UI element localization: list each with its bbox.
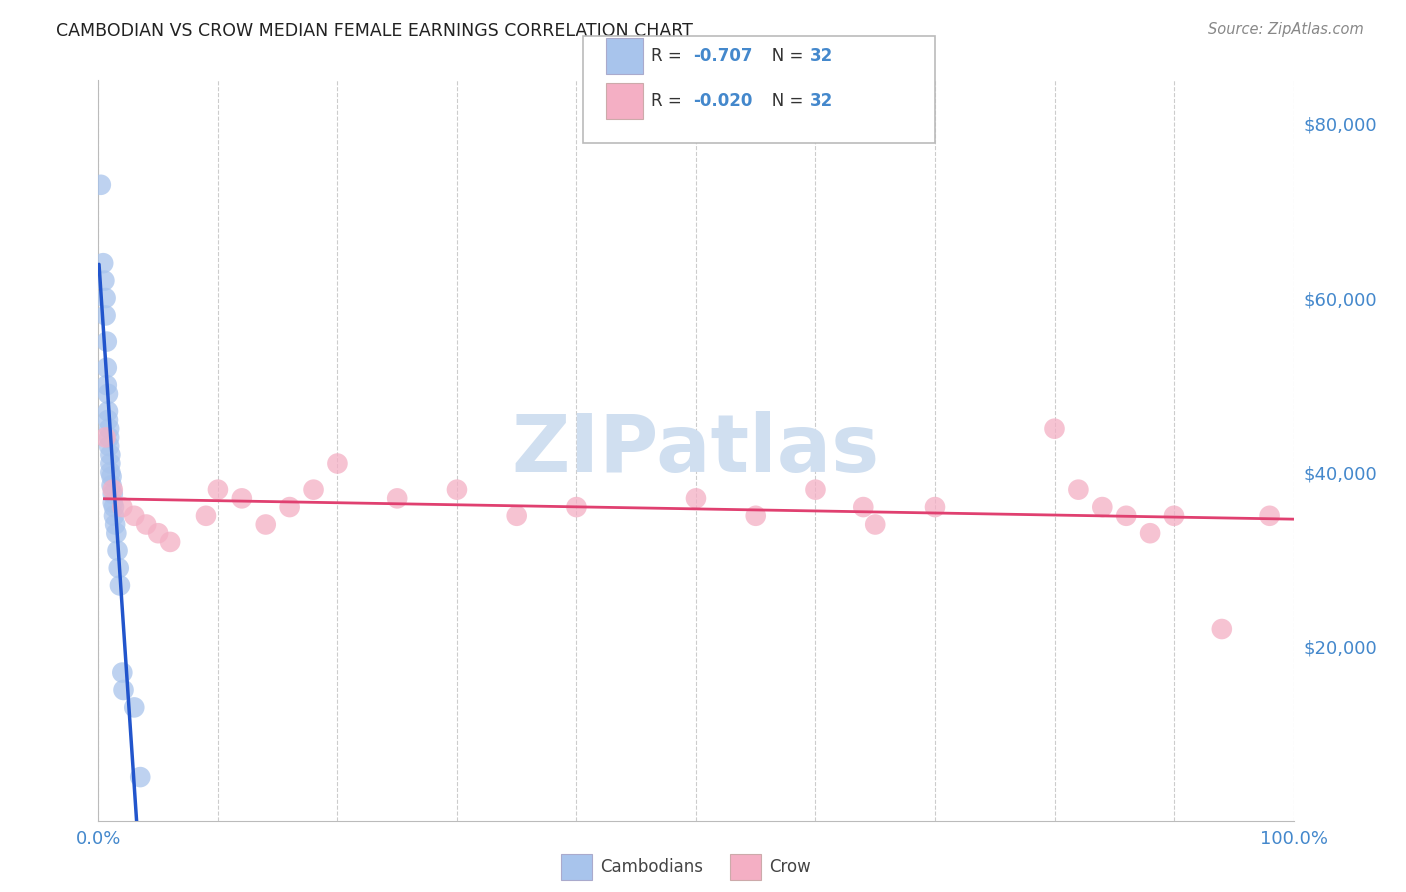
Point	[1115, 508, 1137, 523]
Point	[207, 483, 229, 497]
Text: Crow: Crow	[769, 858, 811, 876]
Point	[103, 508, 125, 523]
Point	[231, 491, 253, 506]
Text: N =: N =	[756, 47, 808, 65]
Text: ZIPatlas: ZIPatlas	[512, 411, 880, 490]
Point	[1091, 500, 1114, 514]
Point	[852, 500, 875, 514]
Point	[98, 430, 121, 444]
Point	[98, 448, 122, 462]
Point	[96, 334, 118, 349]
Point	[159, 535, 181, 549]
Point	[148, 526, 170, 541]
Text: -0.707: -0.707	[693, 47, 752, 65]
Point	[98, 465, 122, 479]
Point	[108, 578, 131, 592]
Point	[93, 274, 115, 288]
Point	[100, 478, 122, 492]
Point	[112, 683, 135, 698]
Point	[254, 517, 277, 532]
Text: CAMBODIAN VS CROW MEDIAN FEMALE EARNINGS CORRELATION CHART: CAMBODIAN VS CROW MEDIAN FEMALE EARNINGS…	[56, 22, 693, 40]
Point	[101, 483, 124, 497]
Point	[129, 770, 152, 784]
Text: R =: R =	[651, 92, 688, 110]
Point	[98, 439, 121, 453]
Point	[1067, 483, 1090, 497]
Point	[745, 508, 768, 523]
Point	[94, 430, 117, 444]
Point	[98, 422, 121, 436]
Point	[94, 291, 117, 305]
Text: R =: R =	[651, 47, 688, 65]
Point	[107, 561, 129, 575]
Text: -0.020: -0.020	[693, 92, 752, 110]
Point	[111, 665, 134, 680]
Point	[278, 500, 301, 514]
Point	[1163, 508, 1185, 523]
Point	[1211, 622, 1233, 636]
Point	[105, 526, 128, 541]
Point	[1043, 422, 1066, 436]
Point	[506, 508, 529, 523]
Point	[107, 543, 129, 558]
Point	[91, 256, 114, 270]
Point	[101, 496, 124, 510]
Point	[94, 309, 117, 323]
Point	[302, 483, 325, 497]
Point	[924, 500, 946, 514]
Point	[385, 491, 409, 506]
Point	[135, 517, 157, 532]
Point	[98, 457, 122, 471]
Point	[326, 457, 349, 471]
Point	[446, 483, 468, 497]
Point	[565, 500, 588, 514]
Point	[90, 178, 112, 192]
Point	[195, 508, 218, 523]
Text: Source: ZipAtlas.com: Source: ZipAtlas.com	[1208, 22, 1364, 37]
Point	[97, 413, 120, 427]
Point	[101, 487, 124, 501]
Point	[865, 517, 887, 532]
Point	[96, 360, 118, 375]
Text: N =: N =	[756, 92, 808, 110]
Point	[1258, 508, 1281, 523]
Text: 32: 32	[810, 92, 834, 110]
Point	[111, 500, 134, 514]
Point	[1139, 526, 1161, 541]
Point	[96, 378, 118, 392]
Point	[804, 483, 827, 497]
Point	[103, 500, 125, 514]
Point	[124, 700, 146, 714]
Point	[97, 404, 120, 418]
Point	[104, 517, 127, 532]
Point	[685, 491, 707, 506]
Point	[100, 469, 122, 483]
Point	[124, 508, 146, 523]
Point	[97, 387, 120, 401]
Text: Cambodians: Cambodians	[600, 858, 703, 876]
Text: 32: 32	[810, 47, 834, 65]
